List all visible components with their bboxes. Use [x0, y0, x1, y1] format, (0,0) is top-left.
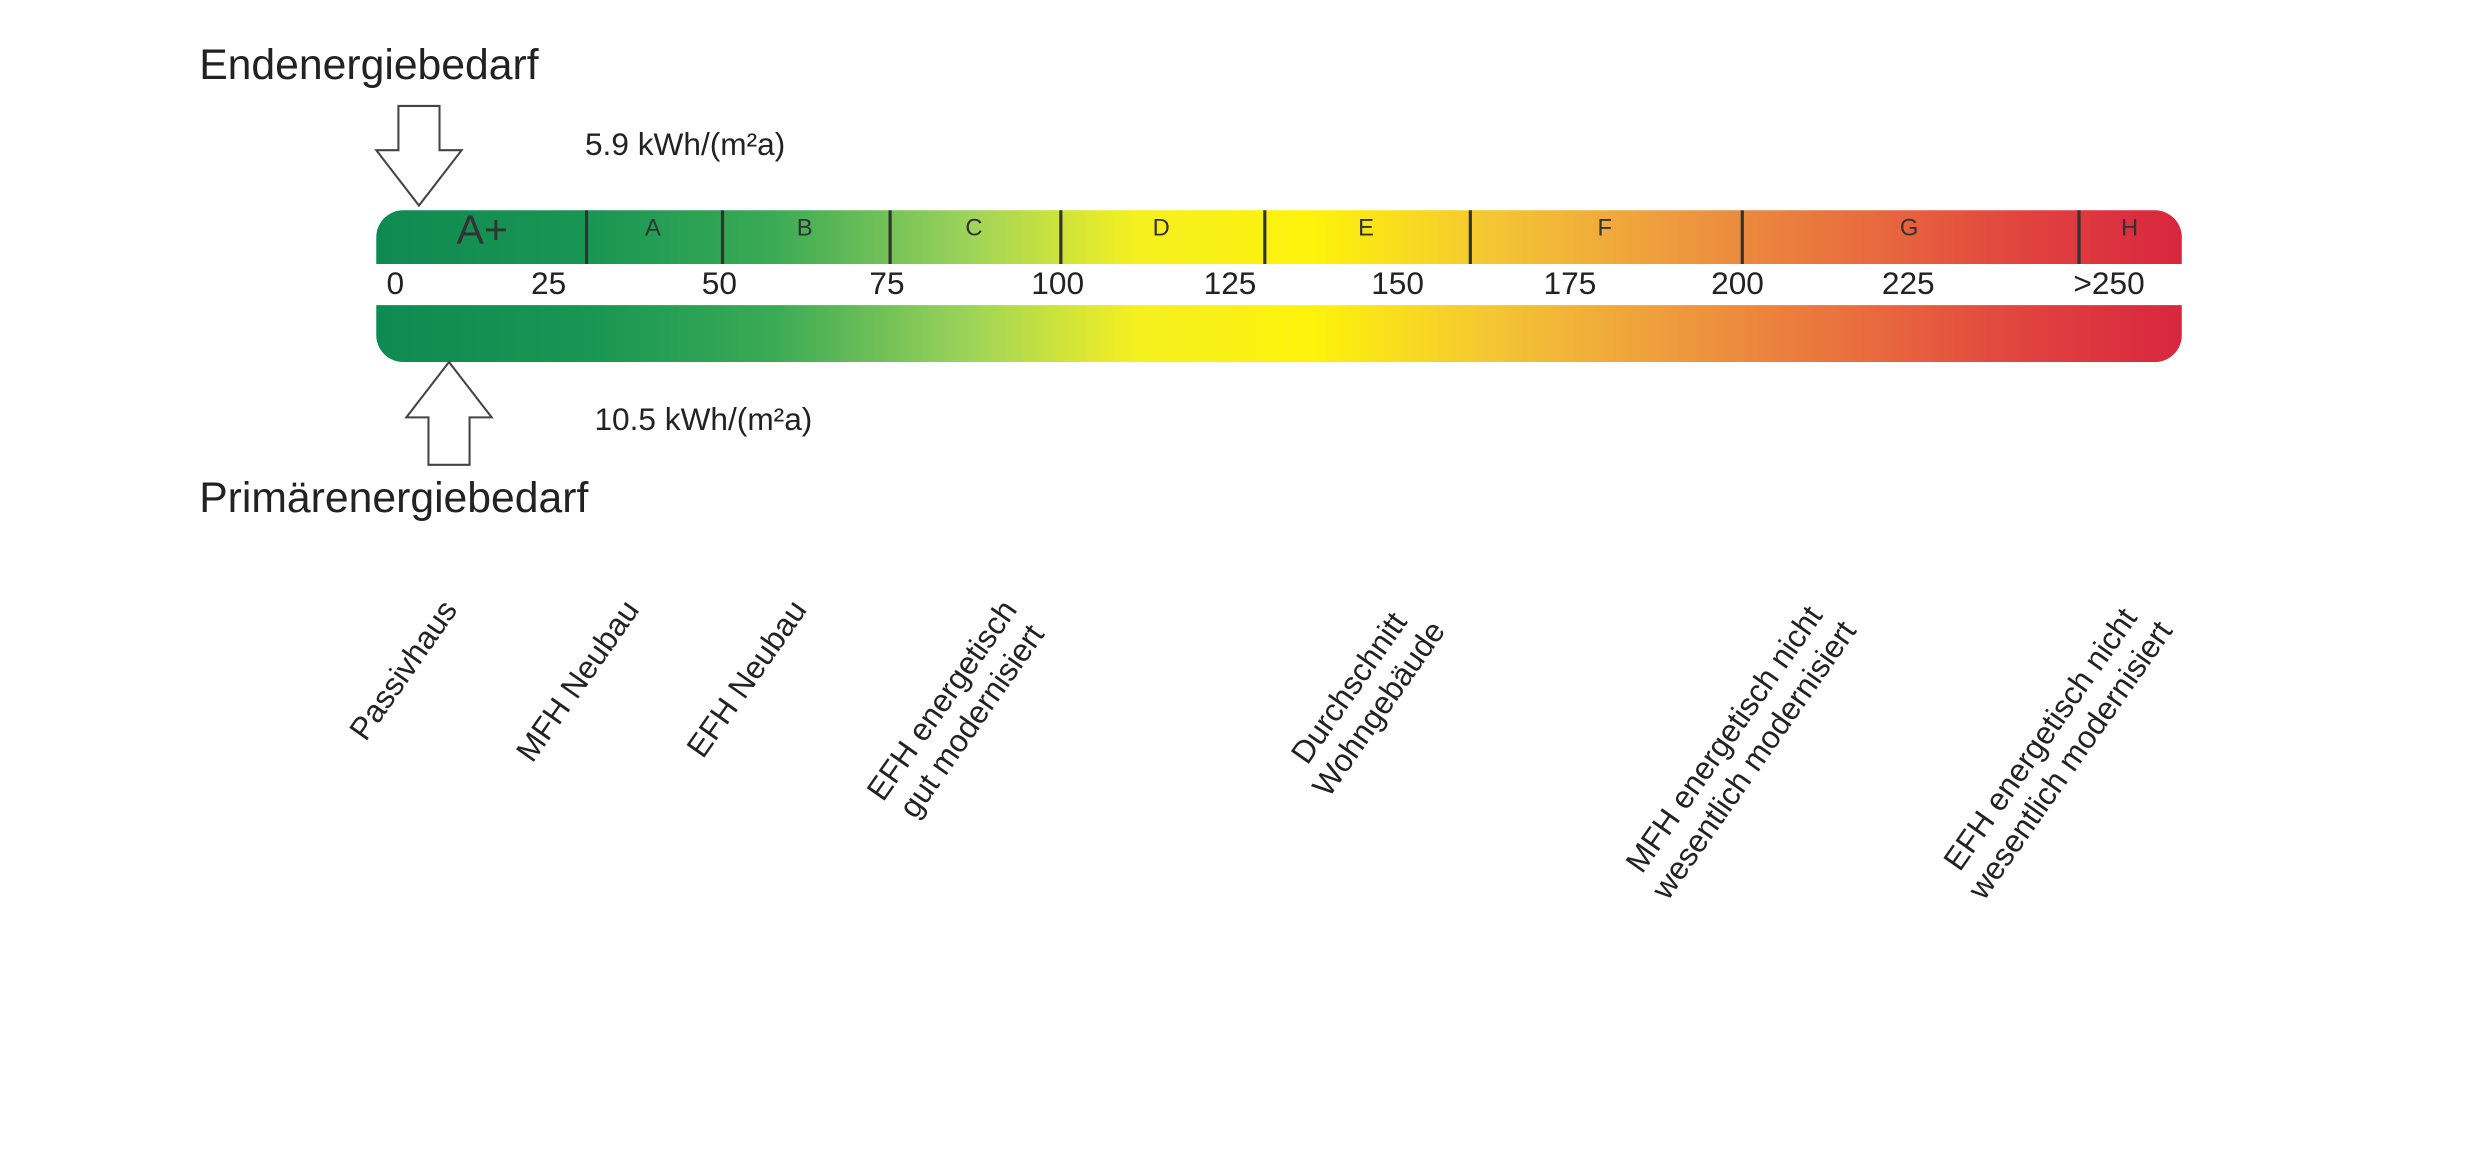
- reference-label: Passivhaus: [344, 594, 467, 747]
- primaerenergie-title: Primärenergiebedarf: [199, 474, 589, 522]
- class-divider: [1740, 210, 1744, 265]
- class-label-c: C: [965, 215, 983, 242]
- reference-label-line: EFH energetisch nicht: [1937, 602, 2145, 878]
- class-label-d: D: [1152, 215, 1170, 242]
- tick-label: 25: [531, 267, 567, 302]
- class-label-h: H: [2121, 215, 2139, 242]
- tick-label: 0: [386, 267, 405, 302]
- tick-label: 100: [1031, 267, 1085, 302]
- class-label-g: G: [1899, 215, 1919, 242]
- tick-label: 50: [701, 267, 737, 302]
- endenergie-arrow-icon: [374, 104, 464, 208]
- class-label-a: A: [645, 215, 661, 242]
- reference-label-line: MFH energetisch nicht: [1620, 600, 1830, 880]
- class-divider: [1263, 210, 1266, 265]
- reference-label: MFH Neubau: [510, 594, 648, 769]
- scale-bar-top: [376, 210, 2182, 265]
- tick-label: 150: [1371, 267, 1424, 302]
- tick-label: >250: [2073, 267, 2145, 302]
- reference-label-line: Passivhaus: [343, 594, 465, 747]
- tick-label: 200: [1711, 267, 1764, 302]
- tick-label: 175: [1543, 267, 1597, 302]
- primaerenergie-arrow-icon: [404, 360, 494, 466]
- reference-label-line: wesentlich modernisiert: [1961, 615, 2180, 906]
- class-label-aplus: A+: [456, 205, 508, 253]
- tick-label: 225: [1881, 267, 1935, 302]
- reference-label: EFH Neubau: [681, 594, 816, 765]
- class-divider: [1468, 210, 1472, 265]
- scale-bar-bottom: [376, 305, 2182, 363]
- reference-label: Durchschnitt Wohngebäude: [1277, 594, 1454, 804]
- endenergie-value: 5.9 kWh/(m²a): [584, 128, 786, 163]
- class-label-e: E: [1358, 215, 1374, 242]
- class-divider: [584, 210, 588, 265]
- class-divider: [888, 210, 891, 265]
- class-divider: [2077, 210, 2080, 265]
- reference-label-line: wesentlich modernisiert: [1645, 615, 1864, 906]
- reference-label: MFH energetisch nicht wesentlich modernis…: [1616, 594, 1865, 906]
- reference-label: EFH energetisch gut modernisiert: [861, 594, 1056, 829]
- reference-label-line: MFH Neubau: [510, 594, 647, 769]
- class-divider: [1059, 210, 1062, 265]
- primaerenergie-value: 10.5 kWh/(m²a): [594, 403, 813, 438]
- reference-label: EFH energetisch nicht wesentlich modernis…: [1932, 594, 2181, 906]
- endenergie-title: Endenergiebedarf: [199, 41, 539, 89]
- class-label-b: B: [796, 215, 813, 242]
- tick-label: 75: [869, 267, 905, 302]
- tick-label: 125: [1203, 267, 1257, 302]
- class-label-f: F: [1597, 215, 1612, 242]
- reference-label-line: EFH Neubau: [680, 594, 815, 765]
- class-divider: [720, 210, 724, 265]
